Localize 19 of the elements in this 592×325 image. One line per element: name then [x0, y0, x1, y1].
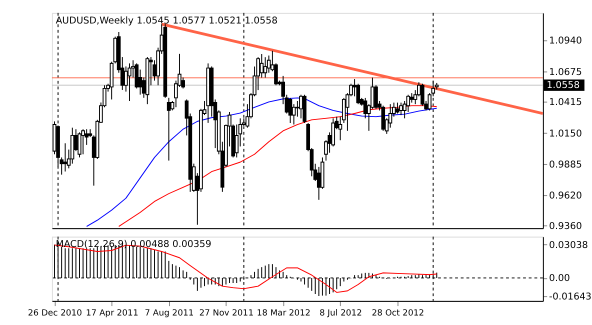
x-tick-label: 17 Apr 2011	[86, 308, 138, 319]
x-tick-label: 8 Jul 2012	[319, 308, 362, 319]
y-tick-label: 0.9620	[549, 190, 582, 202]
x-tick-label: 28 Oct 2012	[372, 308, 424, 319]
ref-line-label: 1.0558	[546, 80, 580, 91]
y-tick-label: 1.0150	[549, 128, 582, 140]
y-tick-label: 0.00	[549, 273, 570, 284]
y-tick-label: 0.03038	[549, 240, 588, 251]
x-tick-label: 26 Dec 2010	[28, 308, 82, 319]
x-tick-label: 7 Aug 2011	[144, 308, 194, 319]
y-tick-label: 1.0675	[549, 66, 582, 78]
x-tick-label: 18 Mar 2012	[256, 308, 310, 319]
chart-title: AUDUSD,Weekly 1.0545 1.0577 1.0521 1.0558	[56, 15, 278, 26]
y-tick-label: 1.0415	[549, 97, 582, 108]
y-tick-label: -0.01643	[549, 291, 592, 302]
y-tick-label: 0.9360	[549, 220, 582, 232]
x-tick-label: 27 Nov 2011	[199, 308, 254, 319]
y-tick-label: 1.0940	[549, 36, 582, 47]
y-tick-label: 0.9885	[549, 159, 582, 170]
